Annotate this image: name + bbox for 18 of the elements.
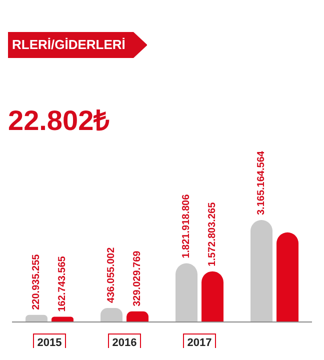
x-tick-label: 2017 — [187, 337, 212, 349]
text: 22.802₺ — [8, 104, 110, 138]
data-label: 220.935.255 — [31, 254, 42, 310]
chart-title: RLERİ/GİDERLERİ — [8, 32, 148, 58]
bar — [276, 232, 298, 322]
data-label: 162.743.565 — [57, 256, 68, 312]
x-tick-label: 2015 — [37, 337, 62, 349]
data-label: 3.165.164.564 — [256, 150, 267, 215]
bar — [176, 263, 198, 322]
bar — [250, 220, 272, 322]
bar — [126, 311, 148, 322]
data-label: 1.821.918.806 — [181, 194, 192, 258]
bar — [26, 314, 48, 322]
bar — [202, 271, 224, 322]
x-tick-label: 2016 — [112, 337, 137, 349]
data-label: 1.572.803.265 — [207, 202, 218, 266]
data-label: 329.029.769 — [132, 250, 143, 306]
data-label: 436.055.002 — [106, 246, 117, 303]
